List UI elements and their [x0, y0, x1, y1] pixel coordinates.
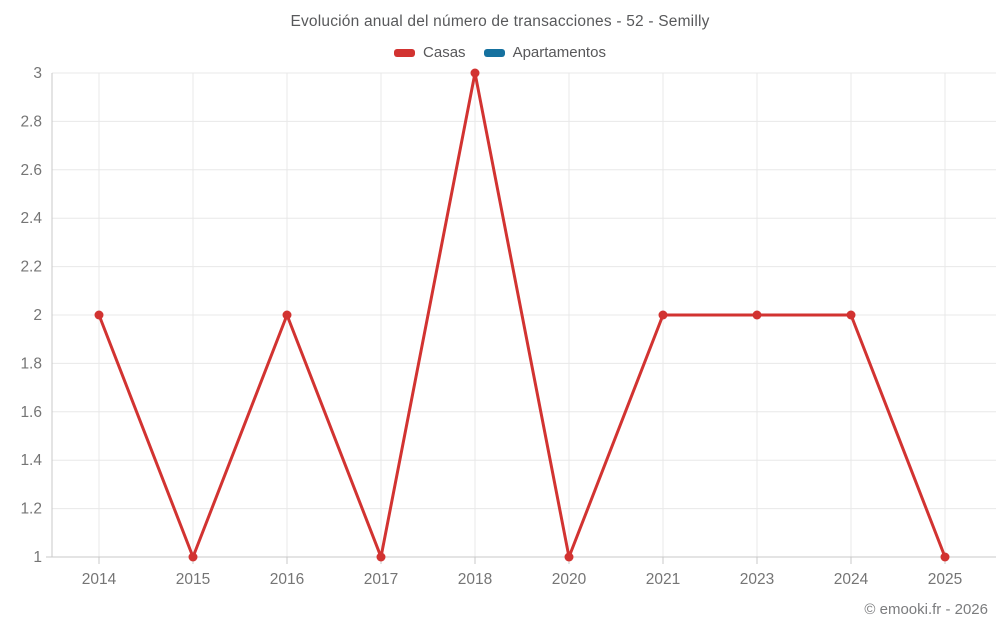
y-axis-label: 2.8: [20, 113, 42, 130]
data-point-marker[interactable]: [470, 68, 480, 78]
data-point-marker[interactable]: [94, 310, 104, 320]
x-axis-label: 2020: [552, 571, 587, 588]
y-axis-label: 2.2: [20, 259, 42, 276]
data-point-marker[interactable]: [940, 552, 950, 562]
y-axis-label: 2: [33, 307, 42, 324]
apartamentos-series-swatch: [483, 48, 505, 57]
data-point-marker[interactable]: [376, 552, 386, 562]
y-axis-label: 1.8: [20, 355, 42, 372]
x-axis-label: 2024: [834, 571, 869, 588]
attribution: © emooki.fr - 2026: [864, 601, 988, 618]
y-axis-label: 1: [33, 549, 42, 566]
data-point-marker[interactable]: [752, 310, 762, 320]
x-axis-label: 2023: [740, 571, 774, 588]
x-axis-label: 2014: [82, 571, 117, 588]
y-axis-label: 1.4: [20, 452, 42, 469]
legend-label-casas: Casas: [423, 44, 466, 61]
y-axis-label: 2.4: [20, 210, 42, 227]
data-point-marker[interactable]: [564, 552, 574, 562]
casas-series-swatch: [394, 48, 416, 57]
series-line-casas: [97, 71, 947, 559]
chart-legend: Casas Apartamentos: [0, 44, 1000, 61]
legend-label-apartamentos: Apartamentos: [512, 44, 606, 61]
x-axis-label: 2018: [458, 571, 492, 588]
y-axis-label: 2.6: [20, 162, 42, 179]
data-point-marker[interactable]: [282, 310, 292, 320]
x-axis-label: 2021: [646, 571, 680, 588]
data-point-marker[interactable]: [846, 310, 856, 320]
data-point-marker[interactable]: [658, 310, 668, 320]
legend-item-casas[interactable]: Casas: [394, 44, 466, 61]
chart-title: Evolución anual del número de transaccio…: [290, 13, 710, 30]
y-axis-label: 3: [33, 65, 42, 82]
x-axis-label: 2025: [928, 571, 962, 588]
x-axis-label: 2016: [270, 571, 304, 588]
data-point-marker[interactable]: [188, 552, 198, 562]
x-axis-label: 2017: [364, 571, 398, 588]
legend-item-apartamentos[interactable]: Apartamentos: [483, 44, 606, 61]
x-axis-label: 2015: [176, 571, 210, 588]
y-axis-label: 1.2: [20, 501, 42, 518]
y-axis-label: 1.6: [20, 404, 42, 421]
